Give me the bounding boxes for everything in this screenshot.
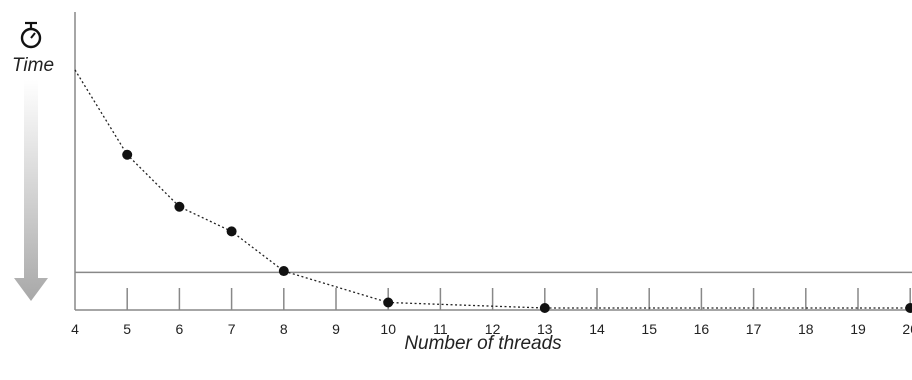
x-tick-label-5: 5 xyxy=(123,321,131,337)
x-axis-title: Number of threads xyxy=(404,333,562,354)
stopwatch-icon xyxy=(20,21,42,49)
x-tick-label-20: 20 xyxy=(902,321,912,337)
x-tick-label-17: 17 xyxy=(746,321,762,337)
x-tick-label-11: 11 xyxy=(433,321,448,337)
data-point-20 xyxy=(905,303,912,313)
data-point-5 xyxy=(122,149,133,160)
x-tick-label-15: 15 xyxy=(641,321,657,337)
x-tick-label-18: 18 xyxy=(798,321,814,337)
x-axis-ticks xyxy=(126,288,911,310)
down-arrow-icon xyxy=(14,80,48,301)
data-point-6 xyxy=(174,201,185,212)
x-tick-label-10: 10 xyxy=(380,321,396,337)
series-line xyxy=(74,69,911,309)
x-tick-label-9: 9 xyxy=(332,321,340,337)
data-point-13 xyxy=(539,303,550,313)
data-point-7 xyxy=(226,226,237,237)
data-points xyxy=(122,149,912,313)
x-tick-label-19: 19 xyxy=(850,321,866,337)
x-tick-label-4: 4 xyxy=(71,321,79,337)
x-tick-label-12: 12 xyxy=(485,321,501,337)
x-tick-label-14: 14 xyxy=(589,321,605,337)
x-tick-label-6: 6 xyxy=(176,321,184,337)
data-point-8 xyxy=(278,266,289,277)
x-tick-label-16: 16 xyxy=(694,321,710,337)
x-tick-label-7: 7 xyxy=(228,321,236,337)
y-axis-label: Time xyxy=(12,55,54,76)
data-point-10 xyxy=(383,297,394,308)
x-tick-label-8: 8 xyxy=(280,321,288,337)
x-tick-label-13: 13 xyxy=(537,321,553,337)
x-axis-tick-labels: 4 5 6 7 8 9 10 11 12 13 14 15 16 17 18 19 20 xyxy=(71,321,912,337)
